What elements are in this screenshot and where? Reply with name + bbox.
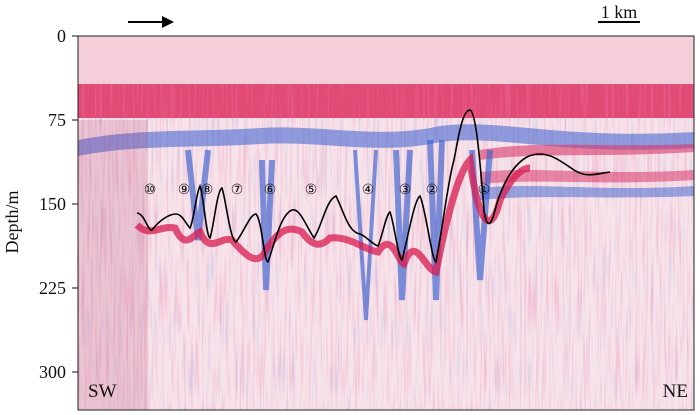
marker-10: ⑩ bbox=[144, 183, 157, 198]
sw-label: SW bbox=[88, 381, 117, 402]
marker-8: ⑧ bbox=[201, 183, 214, 198]
y-tick-label: 75 bbox=[48, 110, 66, 130]
seismic-image bbox=[78, 36, 694, 410]
feature-markers: ⑩ ⑨ ⑧ ⑦ ⑥ ⑤ ④ ③ ② ① bbox=[144, 183, 491, 198]
scale-bar: 1 km bbox=[598, 2, 640, 23]
marker-2: ② bbox=[426, 183, 439, 198]
y-tick-label: 0 bbox=[57, 26, 66, 46]
marker-7: ⑦ bbox=[231, 183, 244, 198]
ne-label: NE bbox=[663, 381, 688, 402]
y-axis-label: Depth/m bbox=[2, 191, 22, 254]
right-arrow-icon bbox=[128, 16, 174, 28]
marker-3: ③ bbox=[399, 183, 412, 198]
marker-6: ⑥ bbox=[264, 183, 277, 198]
y-tick-label: 150 bbox=[39, 194, 66, 214]
y-tick-label: 225 bbox=[39, 278, 66, 298]
picked-interface-line bbox=[136, 109, 611, 263]
reflector-band bbox=[78, 124, 694, 156]
marker-9: ⑨ bbox=[178, 183, 191, 198]
scale-bar-label: 1 km bbox=[601, 2, 638, 22]
marker-5: ⑤ bbox=[305, 183, 318, 198]
marker-4: ④ bbox=[362, 183, 375, 198]
plot-frame bbox=[77, 35, 695, 411]
marker-1: ① bbox=[478, 183, 491, 198]
y-tick-label: 300 bbox=[39, 362, 66, 382]
y-axis bbox=[72, 35, 78, 373]
